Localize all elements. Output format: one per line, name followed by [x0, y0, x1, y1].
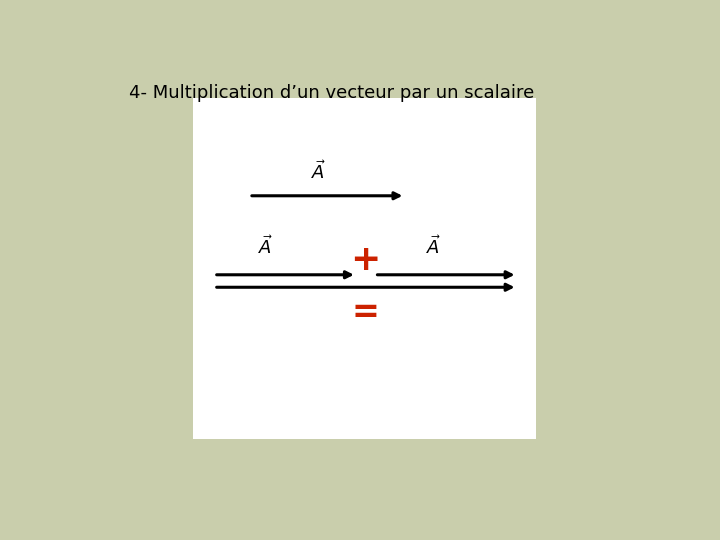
Text: =: =: [351, 296, 379, 329]
Text: 4- Multiplication d’un vecteur par un scalaire: 4- Multiplication d’un vecteur par un sc…: [129, 84, 534, 102]
Bar: [193, 98, 536, 439]
Text: +: +: [351, 243, 381, 277]
Text: $\vec{A}$: $\vec{A}$: [258, 235, 274, 258]
Text: $\vec{A}$: $\vec{A}$: [426, 235, 441, 258]
Text: $\vec{A}$: $\vec{A}$: [311, 160, 326, 183]
